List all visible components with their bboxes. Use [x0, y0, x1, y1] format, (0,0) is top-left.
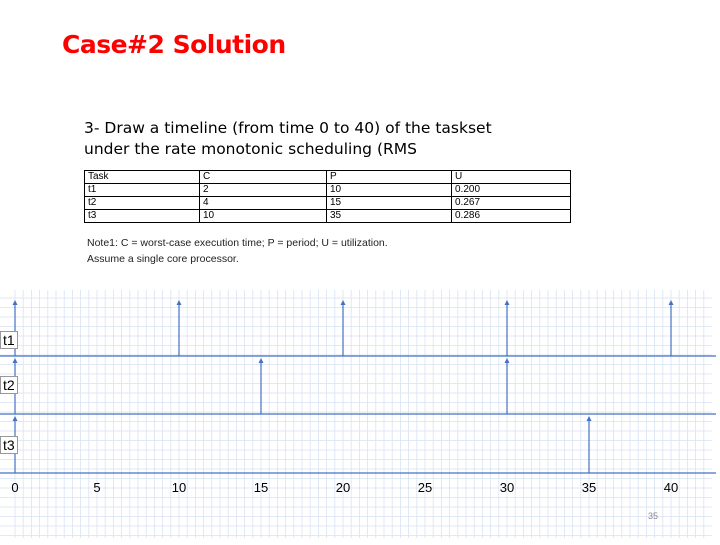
table-row: t2 4 15 0.267 — [84, 196, 571, 210]
table-header-cell: P — [326, 170, 452, 184]
notes: Note1: C = worst-case execution time; P … — [87, 235, 388, 267]
arrival-arrowhead — [504, 300, 510, 305]
table-cell: 0.200 — [451, 183, 571, 197]
row-label-t3: t3 — [0, 436, 18, 454]
table-cell: t1 — [84, 183, 200, 197]
table-cell: t2 — [84, 196, 200, 210]
slide-title: Case#2 Solution — [62, 30, 286, 59]
tick-label: 20 — [335, 480, 351, 495]
tick-label: 25 — [417, 480, 433, 495]
tick-label: 15 — [253, 480, 269, 495]
tick-label: 40 — [663, 480, 679, 495]
row-label-t1: t1 — [0, 331, 18, 349]
arrival-arrowhead — [586, 416, 592, 421]
tick-label: 35 — [581, 480, 597, 495]
page-number: 35 — [648, 511, 659, 521]
arrival-arrowhead — [340, 300, 346, 305]
tick-label: 0 — [11, 480, 19, 495]
timeline-svg — [0, 290, 716, 538]
task-table: Task C P U t1 2 10 0.200 t2 4 15 0.267 t… — [84, 170, 571, 223]
arrival-arrowhead — [176, 300, 182, 305]
question-text: 3- Draw a timeline (from time 0 to 40) o… — [84, 118, 492, 160]
question-line-1: 3- Draw a timeline (from time 0 to 40) o… — [84, 119, 492, 137]
table-row: t1 2 10 0.200 — [84, 183, 571, 197]
timeline-diagram: t1 t2 t3 0 5 10 15 20 25 30 35 40 — [0, 290, 720, 545]
table-cell: 0.267 — [451, 196, 571, 210]
question-line-2: under the rate monotonic scheduling (RMS — [84, 140, 417, 158]
arrival-arrowhead — [258, 358, 264, 363]
note-line-1: Note1: C = worst-case execution time; P … — [87, 237, 388, 249]
arrival-arrowhead — [12, 358, 18, 363]
arrival-arrowhead — [12, 300, 18, 305]
table-cell: 35 — [326, 209, 452, 223]
table-header-cell: U — [451, 170, 571, 184]
arrival-arrowhead — [504, 358, 510, 363]
note-line-2: Assume a single core processor. — [87, 253, 239, 265]
row-label-t2: t2 — [0, 376, 18, 394]
table-cell: 0.286 — [451, 209, 571, 223]
table-cell: t3 — [84, 209, 200, 223]
table-row: t3 10 35 0.286 — [84, 209, 571, 223]
table-cell: 4 — [199, 196, 327, 210]
table-header-row: Task C P U — [84, 170, 571, 184]
table-cell: 2 — [199, 183, 327, 197]
tick-label: 5 — [93, 480, 101, 495]
table-cell: 10 — [326, 183, 452, 197]
tick-label: 10 — [171, 480, 187, 495]
table-header-cell: C — [199, 170, 327, 184]
table-cell: 15 — [326, 196, 452, 210]
table-header-cell: Task — [84, 170, 200, 184]
table-cell: 10 — [199, 209, 327, 223]
arrival-arrowhead — [668, 300, 674, 305]
arrival-arrowhead — [12, 416, 18, 421]
tick-label: 30 — [499, 480, 515, 495]
